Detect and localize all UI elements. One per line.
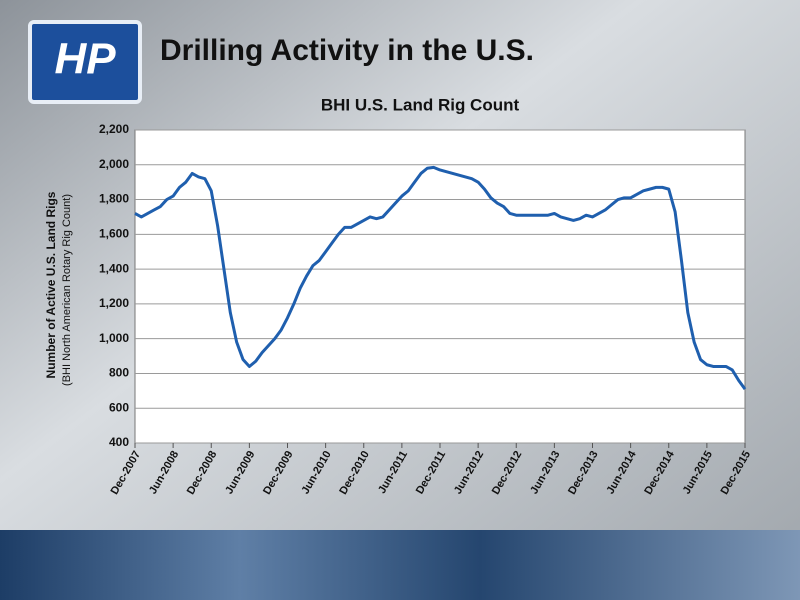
logo-text: HP bbox=[54, 35, 116, 84]
y-tick-label: 1,800 bbox=[99, 192, 129, 206]
slide-title: Drilling Activity in the U.S. bbox=[160, 34, 534, 67]
y-tick-label: 2,200 bbox=[99, 122, 129, 136]
data-line bbox=[134, 165, 747, 390]
y-tick-label: 1,000 bbox=[99, 331, 129, 345]
photo-strip bbox=[0, 530, 800, 600]
y-tick-label: 2,000 bbox=[99, 157, 129, 171]
y-tick-label: 1,400 bbox=[99, 261, 129, 275]
chart-title: BHI U.S. Land Rig Count bbox=[321, 95, 520, 114]
y-axis-sublabel: (BHI North American Rotary Rig Count) bbox=[61, 194, 73, 386]
y-tick-label: 1,600 bbox=[99, 227, 129, 241]
logo: HP bbox=[28, 20, 142, 104]
y-tick-label: 1,200 bbox=[99, 296, 129, 310]
plot-area bbox=[134, 129, 746, 444]
y-axis-label: Number of Active U.S. Land Rigs bbox=[44, 191, 58, 378]
y-tick-label: 800 bbox=[109, 366, 129, 380]
y-tick-label: 600 bbox=[109, 400, 129, 414]
y-tick-label: 400 bbox=[109, 435, 129, 449]
